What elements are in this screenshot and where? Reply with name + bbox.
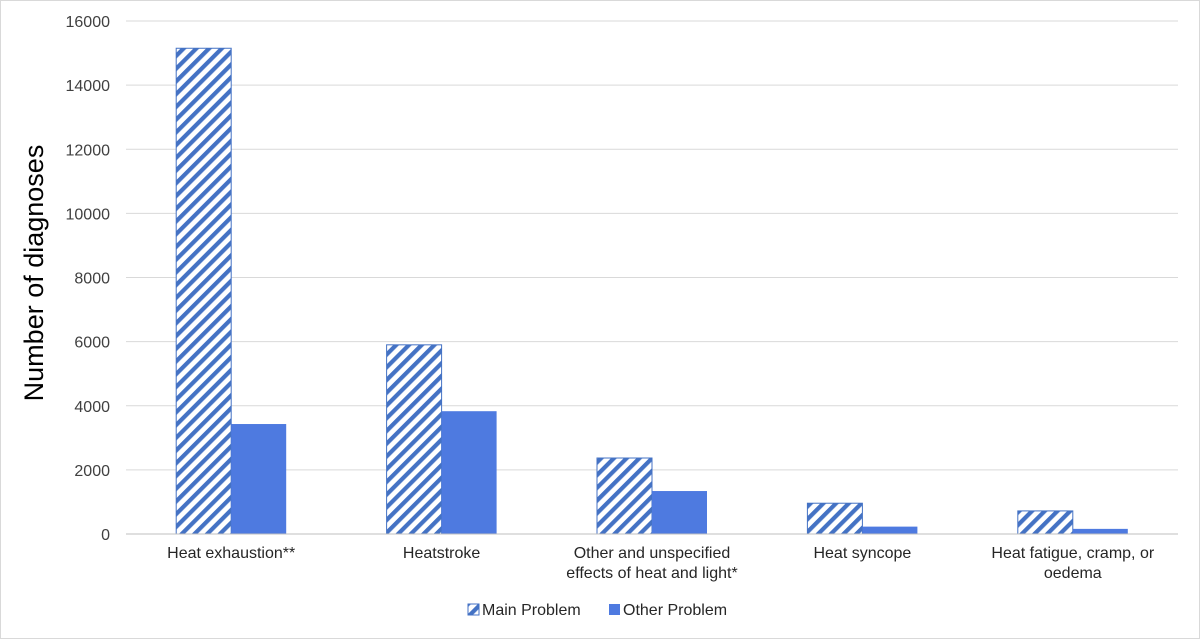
bar-main-problem-1: [386, 344, 443, 535]
y-tick-label: 12000: [66, 142, 111, 159]
x-category-label: Heatstroke: [403, 545, 480, 562]
x-category-label-line: Heat exhaustion**: [167, 545, 295, 562]
y-tick-label: 16000: [66, 14, 111, 31]
bars: [175, 47, 1128, 535]
y-tick-label: 2000: [74, 463, 110, 480]
x-category-label: Heat syncope: [813, 545, 911, 562]
x-category-label: Heat fatigue, cramp, or oedema: [991, 545, 1154, 582]
x-category-label-line: Heatstroke: [403, 545, 480, 562]
legend-swatch-other-problem: [609, 604, 620, 615]
bar-main-problem-2: [596, 457, 653, 535]
y-axis-label: Number of diagnoses: [19, 145, 49, 402]
y-tick-label: 8000: [74, 271, 110, 288]
y-tick-label: 10000: [66, 206, 111, 223]
y-axis-ticks: 0 2000 4000 6000 8000 10000 12000 14000 16000: [66, 14, 111, 544]
bar-main-problem-4: [1017, 510, 1074, 535]
legend-swatch-main-problem: [467, 603, 480, 616]
y-tick-label: 4000: [74, 399, 110, 416]
bar-other-problem-2: [652, 491, 707, 534]
bar-other-problem-0: [231, 424, 287, 534]
bar-other-problem-4: [1072, 528, 1128, 534]
legend: Main Problem Other Problem: [467, 602, 727, 619]
x-category-label-line: oedema: [1044, 565, 1102, 582]
gridlines: [126, 20, 1178, 471]
x-category-label-line: Heat fatigue, cramp, or: [991, 545, 1154, 562]
x-category-label: Other and unspecified effects of heat and…: [566, 545, 737, 582]
bar-main-problem-3: [806, 502, 863, 535]
x-category-label: Heat exhaustion**: [167, 545, 295, 562]
bar-main-problem-0: [175, 47, 232, 535]
x-category-label-line: Heat syncope: [813, 545, 911, 562]
x-category-label-line: Other and unspecified: [574, 545, 731, 562]
bar-other-problem-1: [441, 411, 497, 534]
legend-label: Main Problem: [482, 602, 581, 619]
y-tick-label: 0: [101, 527, 110, 544]
x-category-label-line: effects of heat and light*: [566, 565, 737, 582]
y-tick-label: 14000: [66, 78, 111, 95]
x-axis-categories: Heat exhaustion** Heatstroke Other and uns…: [167, 545, 1155, 582]
legend-label: Other Problem: [623, 602, 727, 619]
y-tick-label: 6000: [74, 335, 110, 352]
bar-other-problem-3: [862, 526, 918, 534]
